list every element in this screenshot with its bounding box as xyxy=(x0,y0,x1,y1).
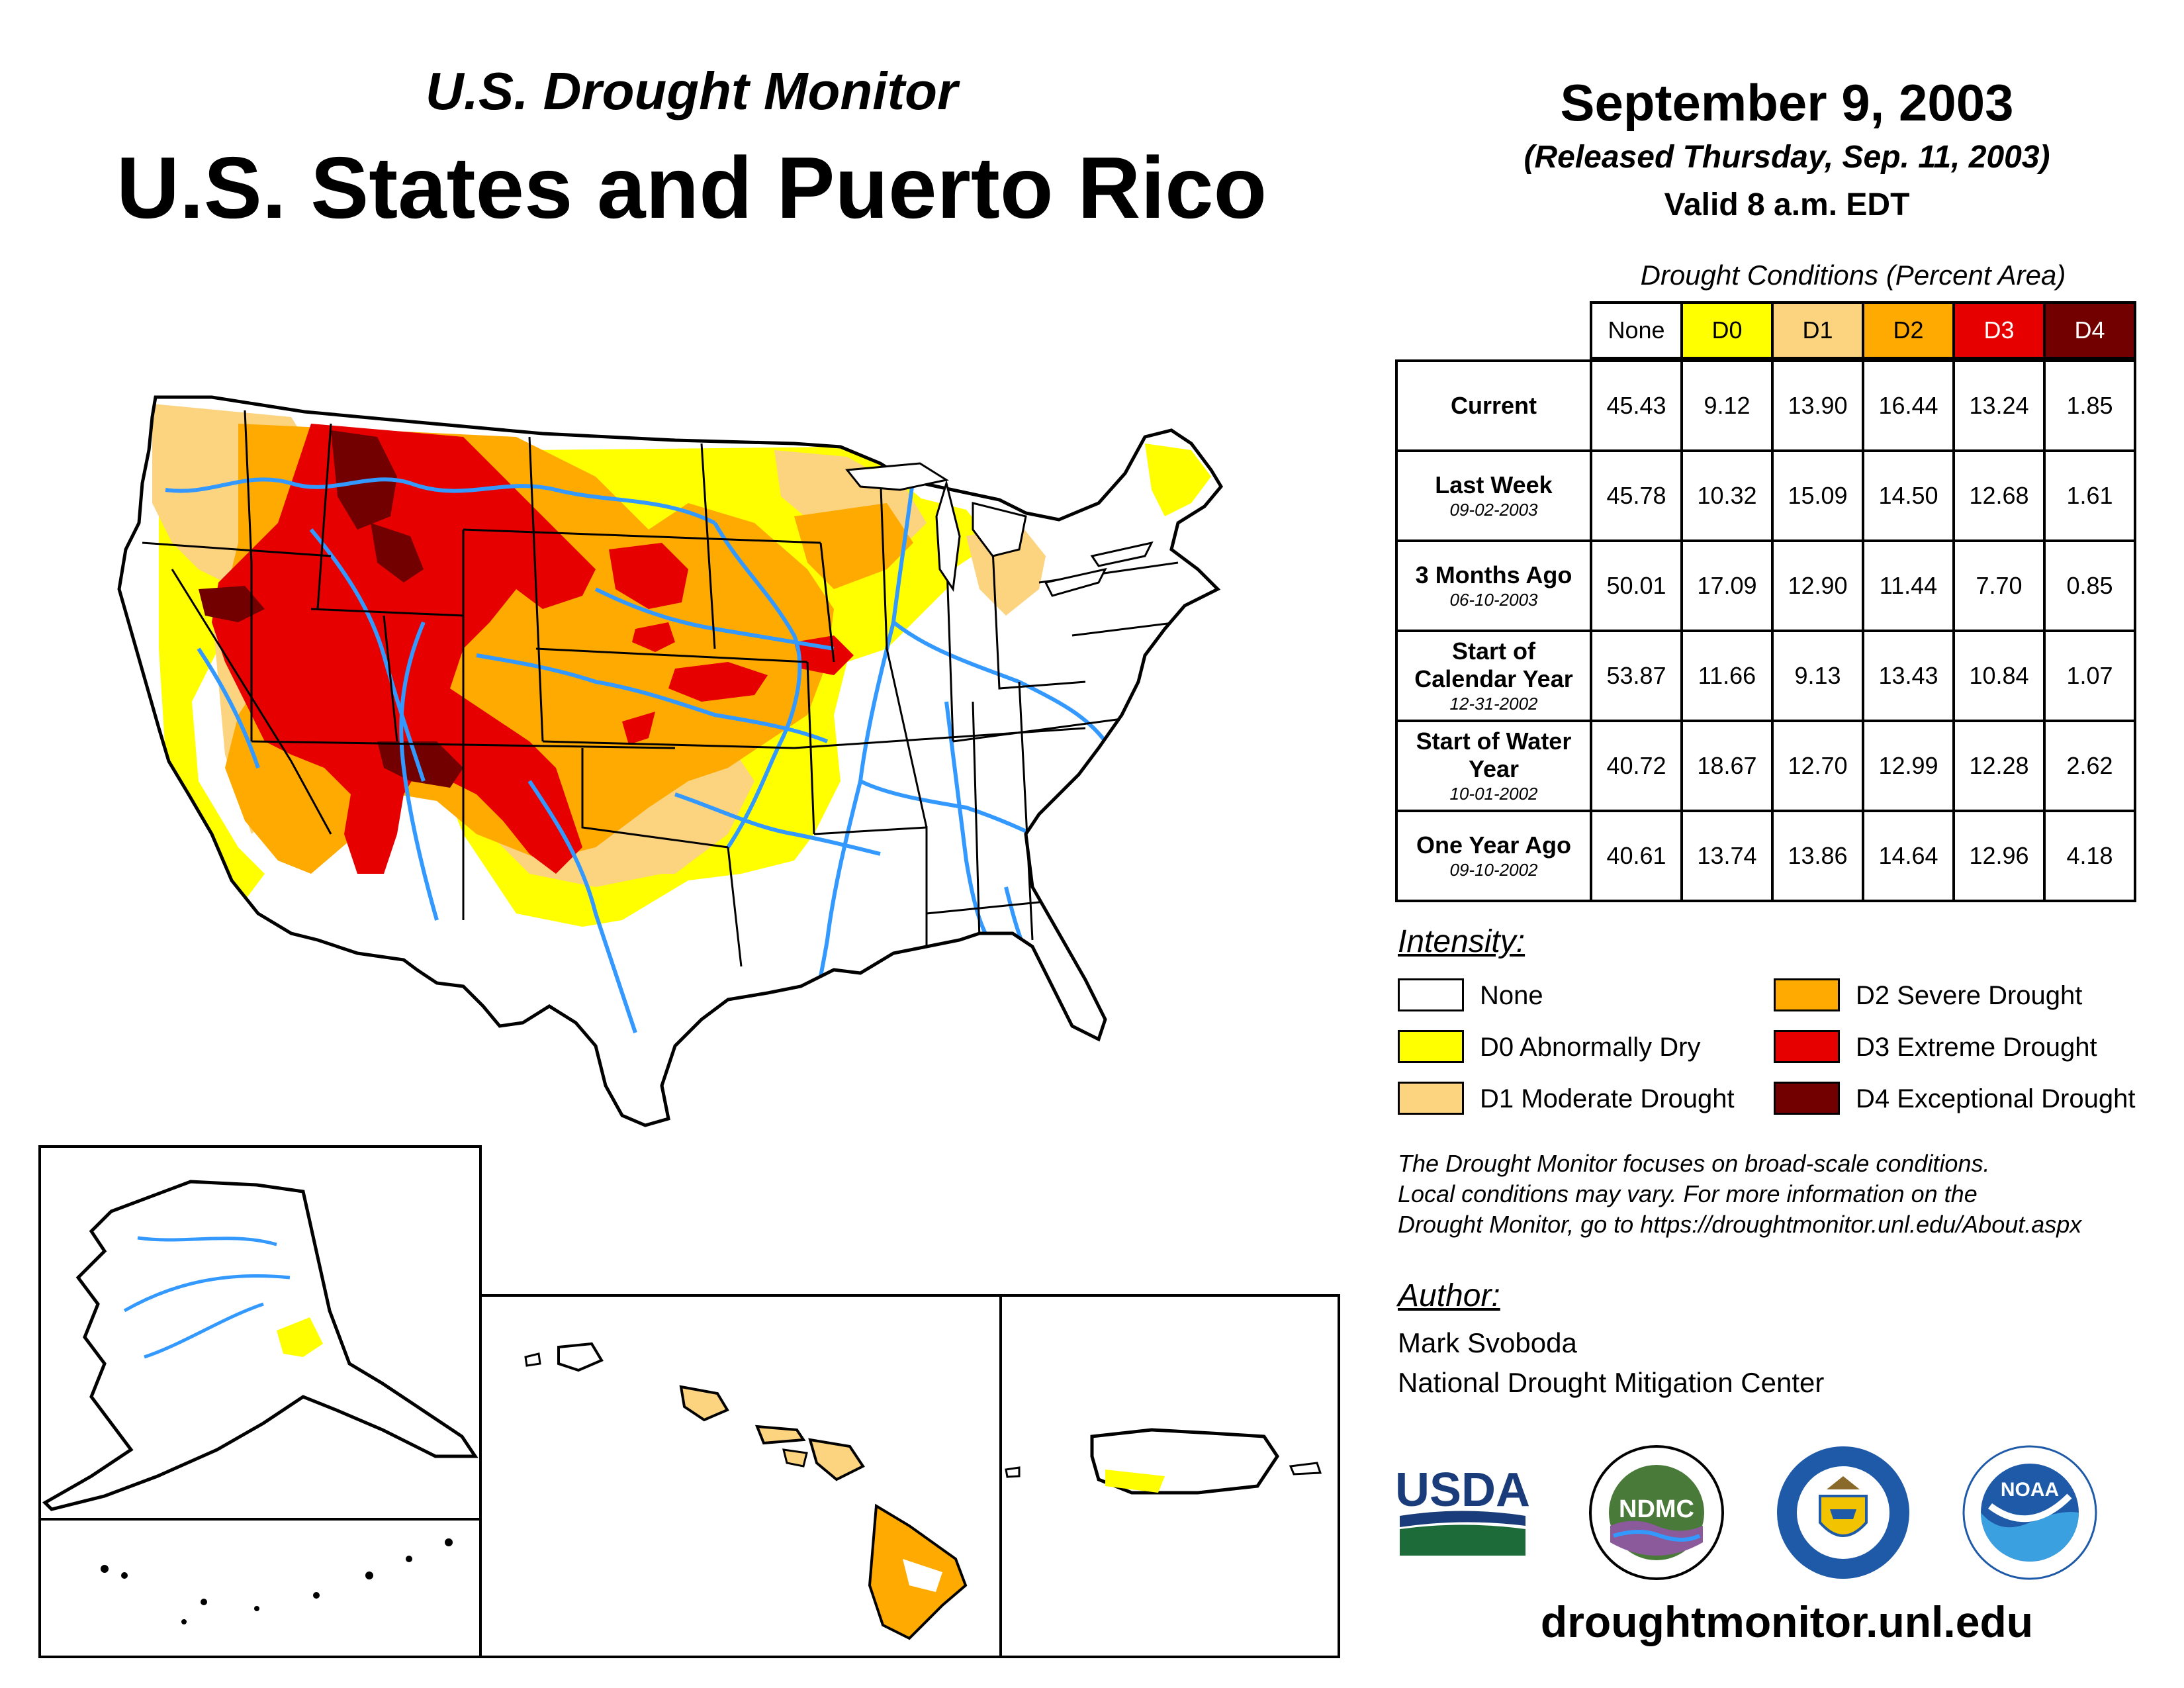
noaa-logo-text: NOAA xyxy=(2001,1479,2059,1501)
table-cell: 13.43 xyxy=(1862,630,1955,722)
intensity-title: Intensity: xyxy=(1398,924,1525,959)
table-cell: 10.84 xyxy=(1952,630,2046,722)
row-label-start-calendar-year: Start of Calendar Year 12-31-2002 xyxy=(1395,630,1592,722)
col-d3: D3 xyxy=(1952,301,2046,359)
table-cell: 53.87 xyxy=(1590,630,1683,722)
table-cell: 1.85 xyxy=(2043,359,2136,452)
table-cell: 7.70 xyxy=(1952,539,2046,632)
row-label-start-water-year: Start of Water Year 10-01-2002 xyxy=(1395,720,1592,812)
legend-label: D2 Severe Drought xyxy=(1856,981,2083,1010)
disclaimer-note: The Drought Monitor focuses on broad-sca… xyxy=(1398,1149,2159,1240)
table-cell: 4.18 xyxy=(2043,810,2136,902)
col-d1: D1 xyxy=(1771,301,1864,359)
table-cell: 9.13 xyxy=(1771,630,1864,722)
table-cell: 1.61 xyxy=(2043,449,2136,542)
table-cell: 12.96 xyxy=(1952,810,2046,902)
puerto-rico-inset xyxy=(999,1294,1340,1658)
hawaii-inset xyxy=(479,1294,1002,1658)
table-cell: 12.99 xyxy=(1862,720,1955,812)
table-cell: 1.07 xyxy=(2043,630,2136,722)
table-header-row: None D0 D1 D2 D3 D4 xyxy=(1396,301,2136,359)
conus-map xyxy=(117,395,1224,1127)
website-url[interactable]: droughtmonitor.unl.edu xyxy=(1540,1597,2034,1646)
table-cell: 12.68 xyxy=(1952,449,2046,542)
table-cell: 9.12 xyxy=(1680,359,1774,452)
table-cell: 12.70 xyxy=(1771,720,1864,812)
ndmc-logo-text: NDMC xyxy=(1619,1495,1694,1523)
release-date: (Released Thursday, Sep. 11, 2003) xyxy=(1524,140,2050,175)
table-row: Start of Calendar Year 12-31-2002 53.87 1… xyxy=(1395,630,2136,722)
author-org: National Drought Mitigation Center xyxy=(1398,1367,1825,1398)
table-cell: 14.64 xyxy=(1862,810,1955,902)
note-line: Drought Monitor, go to https://droughtmo… xyxy=(1398,1211,2082,1238)
table-cell: 12.90 xyxy=(1771,539,1864,632)
table-cell: 13.86 xyxy=(1771,810,1864,902)
table-cell: 10.32 xyxy=(1680,449,1774,542)
row-label-last-week: Last Week 09-02-2003 xyxy=(1395,449,1592,542)
map-date: September 9, 2003 xyxy=(1560,73,2014,132)
map-title: U.S. States and Puerto Rico xyxy=(116,139,1267,236)
table-cell: 13.24 xyxy=(1952,359,2046,452)
usda-logo: USDA xyxy=(1396,1464,1529,1556)
commerce-seal-logo xyxy=(1777,1446,1909,1579)
table-cell: 16.44 xyxy=(1862,359,1955,452)
table-cell: 2.62 xyxy=(2043,720,2136,812)
table-cell: 45.78 xyxy=(1590,449,1683,542)
legend-label: D0 Abnormally Dry xyxy=(1480,1033,1701,1062)
table-caption: Drought Conditions (Percent Area) xyxy=(1640,259,2066,291)
author-name: Mark Svoboda xyxy=(1398,1327,1577,1358)
col-d4: D4 xyxy=(2043,301,2136,359)
table-cell: 17.09 xyxy=(1680,539,1774,632)
table-row: Start of Water Year 10-01-2002 40.72 18.6… xyxy=(1395,720,2136,812)
legend-swatch xyxy=(1774,978,1840,1011)
usda-logo-text: USDA xyxy=(1396,1464,1529,1517)
table-row: 3 Months Ago 06-10-2003 50.01 17.09 12.90… xyxy=(1395,539,2136,632)
legend-swatch xyxy=(1398,978,1464,1011)
legend-swatch xyxy=(1398,1082,1464,1115)
table-row: Current 45.43 9.12 13.90 16.44 13.24 1.8… xyxy=(1395,359,2136,452)
table-cell: 14.50 xyxy=(1862,449,1955,542)
table-row: One Year Ago 09-10-2002 40.61 13.74 13.86… xyxy=(1395,810,2136,902)
legend-label: D3 Extreme Drought xyxy=(1856,1033,2097,1062)
table-cell: 40.72 xyxy=(1590,720,1683,812)
table-cell: 13.90 xyxy=(1771,359,1864,452)
table-cell: 0.85 xyxy=(2043,539,2136,632)
table-cell: 40.61 xyxy=(1590,810,1683,902)
table-cell: 18.67 xyxy=(1680,720,1774,812)
alaska-inset xyxy=(38,1145,482,1658)
row-label-current: Current xyxy=(1395,359,1592,452)
drought-conditions-table: None D0 D1 D2 D3 D4 Current 45.43 9.12 1… xyxy=(1395,301,2136,902)
legend-label: None xyxy=(1480,981,1543,1010)
row-label-3-months-ago: 3 Months Ago 06-10-2003 xyxy=(1395,539,1592,632)
table-cell: 11.44 xyxy=(1862,539,1955,632)
legend-label: D4 Exceptional Drought xyxy=(1856,1084,2136,1113)
col-none: None xyxy=(1590,301,1683,359)
row-label-one-year-ago: One Year Ago 09-10-2002 xyxy=(1395,810,1592,902)
table-row: Last Week 09-02-2003 45.78 10.32 15.09 14… xyxy=(1395,449,2136,542)
legend-swatch xyxy=(1774,1030,1840,1063)
note-line: The Drought Monitor focuses on broad-sca… xyxy=(1398,1150,1990,1177)
legend-swatch xyxy=(1774,1082,1840,1115)
valid-time: Valid 8 a.m. EDT xyxy=(1664,187,1910,222)
author-title: Author: xyxy=(1398,1278,1500,1313)
map-subtitle: U.S. Drought Monitor xyxy=(425,62,958,120)
table-cell: 12.28 xyxy=(1952,720,2046,812)
table-cell: 50.01 xyxy=(1590,539,1683,632)
table-corner xyxy=(1396,303,1591,358)
col-d2: D2 xyxy=(1862,301,1955,359)
ndmc-logo: NDMC xyxy=(1589,1445,1724,1580)
legend-label: D1 Moderate Drought xyxy=(1480,1084,1735,1113)
legend-swatch xyxy=(1398,1030,1464,1063)
table-cell: 45.43 xyxy=(1590,359,1683,452)
table-cell: 13.74 xyxy=(1680,810,1774,902)
note-line: Local conditions may vary. For more info… xyxy=(1398,1180,1978,1207)
noaa-logo: NOAA xyxy=(1962,1445,2097,1580)
table-cell: 15.09 xyxy=(1771,449,1864,542)
col-d0: D0 xyxy=(1680,301,1774,359)
table-cell: 11.66 xyxy=(1680,630,1774,722)
